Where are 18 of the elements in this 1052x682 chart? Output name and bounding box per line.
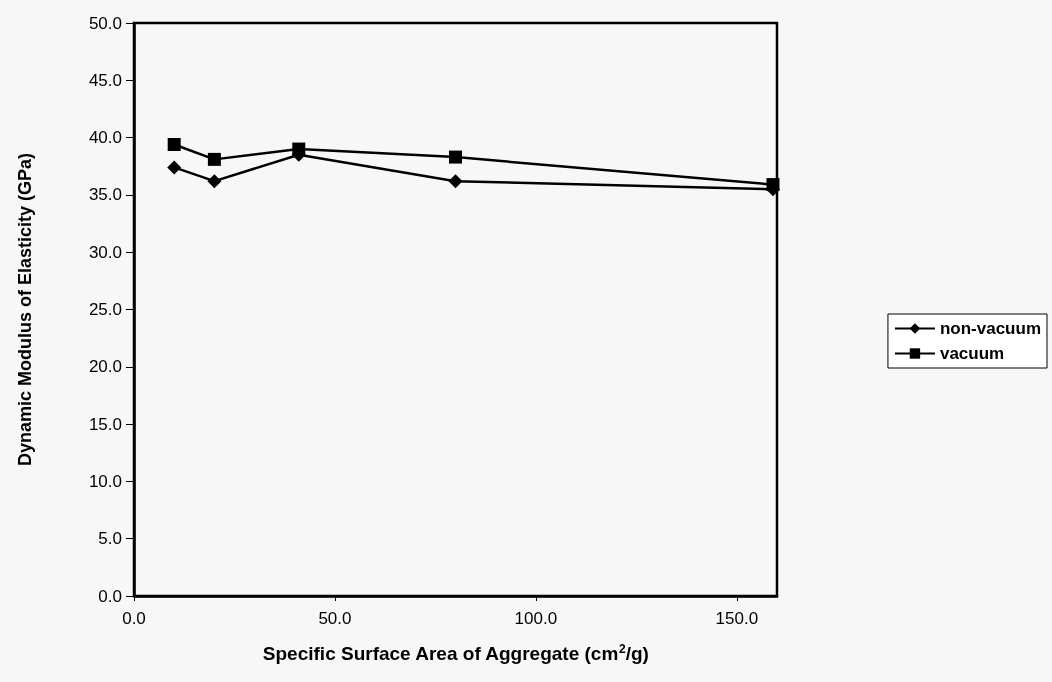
y-tick-label: 30.0 bbox=[88, 242, 122, 262]
y-axis-title: Dynamic Modulus of Elasticity (GPa) bbox=[15, 152, 35, 467]
y-tick-label: 20.0 bbox=[88, 357, 122, 377]
y-tick-label: 50.0 bbox=[88, 13, 122, 33]
y-tick-label: 15.0 bbox=[88, 414, 122, 434]
y-tick-label: 25.0 bbox=[88, 300, 122, 319]
y-tick-label: 0.0 bbox=[98, 586, 122, 606]
y-tick-label: 35.0 bbox=[88, 185, 122, 205]
legend-label: vacuum bbox=[939, 344, 1005, 363]
x-tick-label: 150.0 bbox=[715, 609, 759, 628]
y-tick-label: 5.0 bbox=[98, 529, 122, 549]
x-tick-label: 0.0 bbox=[122, 609, 146, 628]
y-tick-label: 40.0 bbox=[88, 128, 122, 148]
y-tick-label: 10.0 bbox=[88, 471, 122, 491]
legend-label: non-vacuum bbox=[939, 319, 1041, 338]
x-tick-label: 100.0 bbox=[514, 609, 558, 628]
x-tick-label: 50.0 bbox=[318, 609, 352, 628]
y-tick-label: 45.0 bbox=[88, 70, 122, 90]
